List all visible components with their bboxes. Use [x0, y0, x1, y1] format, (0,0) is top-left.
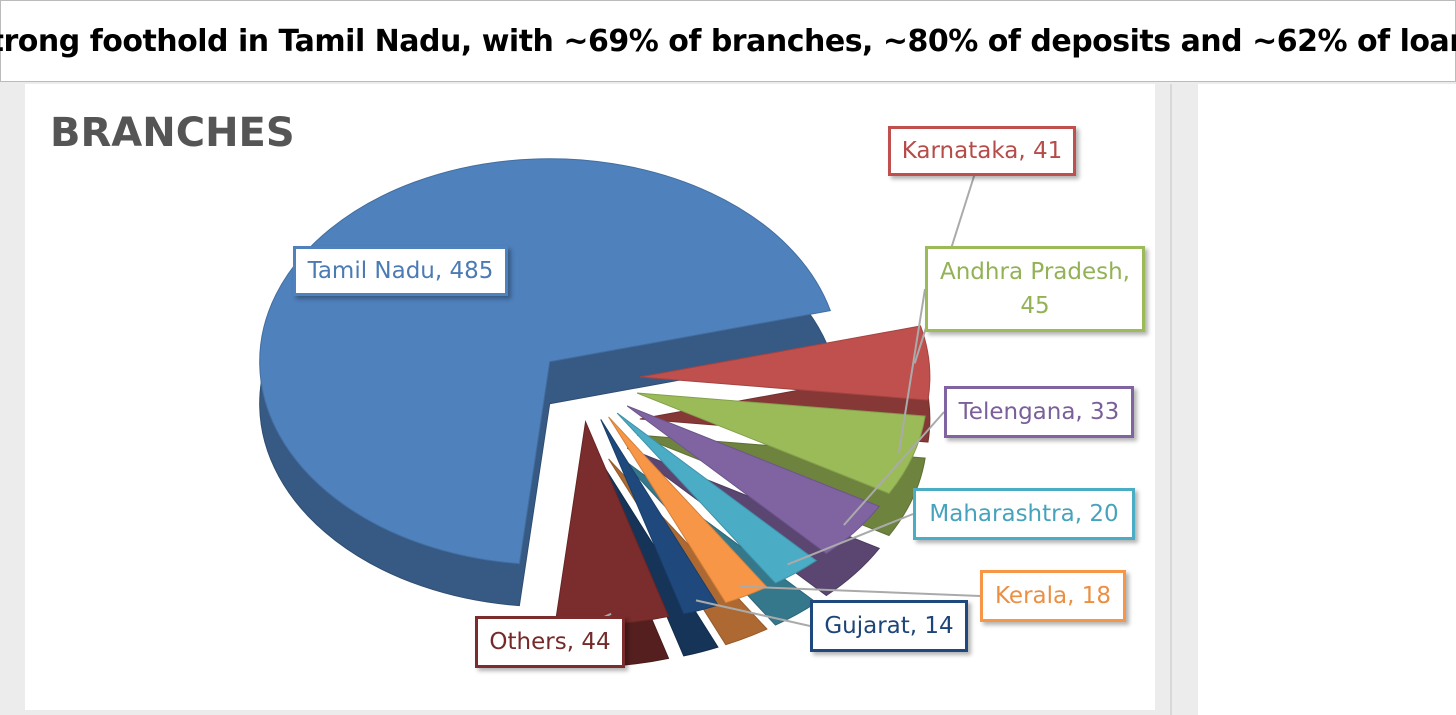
data-label: Karnataka, 41	[888, 126, 1076, 176]
slice	[616, 412, 818, 584]
divider	[1170, 84, 1172, 715]
data-label: Kerala, 18	[980, 570, 1126, 622]
right-panel	[1198, 84, 1456, 715]
data-label: Andhra Pradesh, 45	[925, 246, 1145, 332]
slice	[636, 392, 926, 495]
leader-line	[787, 513, 914, 566]
leader-line	[843, 411, 945, 526]
header-title: Strong foothold in Tamil Nadu, with ~69%…	[0, 0, 1456, 82]
leader-line	[897, 288, 926, 454]
data-label: Others, 44	[475, 616, 625, 668]
leader-line	[739, 585, 981, 597]
chart-title: BRANCHES	[50, 110, 295, 156]
data-label: Gujarat, 14	[810, 600, 968, 652]
data-label: Maharashtra, 20	[913, 488, 1135, 540]
data-label: Telengana, 33	[944, 386, 1134, 438]
slice	[639, 325, 931, 401]
leader-line	[695, 599, 811, 627]
slice	[626, 405, 881, 555]
data-label: Tamil Nadu, 485	[293, 246, 508, 296]
